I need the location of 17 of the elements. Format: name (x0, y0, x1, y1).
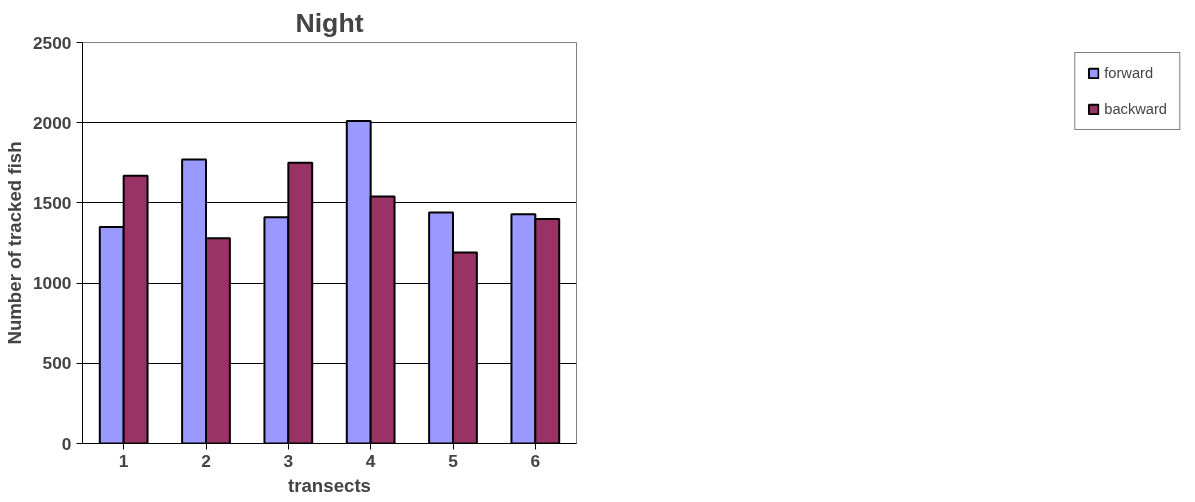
chart-title: Night (295, 7, 364, 38)
y-tick-label: 2000 (32, 112, 72, 133)
y-tick-label: 500 (42, 353, 72, 374)
x-axis-title: transects (288, 474, 371, 496)
x-tick-label: 2 (201, 450, 211, 471)
legend-label: backward (1104, 101, 1167, 117)
y-axis-title: Number of tracked fish (3, 141, 25, 345)
x-tick-label: 1 (118, 450, 129, 471)
x-tick-label: 3 (283, 450, 294, 471)
y-tick-label: 1000 (32, 273, 72, 294)
x-tick-label: 5 (448, 450, 459, 471)
y-tick-label: 1500 (32, 192, 72, 213)
x-tick-label: 6 (530, 450, 541, 471)
y-tick-label: 0 (61, 433, 72, 454)
legend-label: forward (1104, 65, 1154, 81)
y-tick-label: 2500 (32, 32, 72, 53)
x-tick-label: 4 (365, 450, 376, 471)
